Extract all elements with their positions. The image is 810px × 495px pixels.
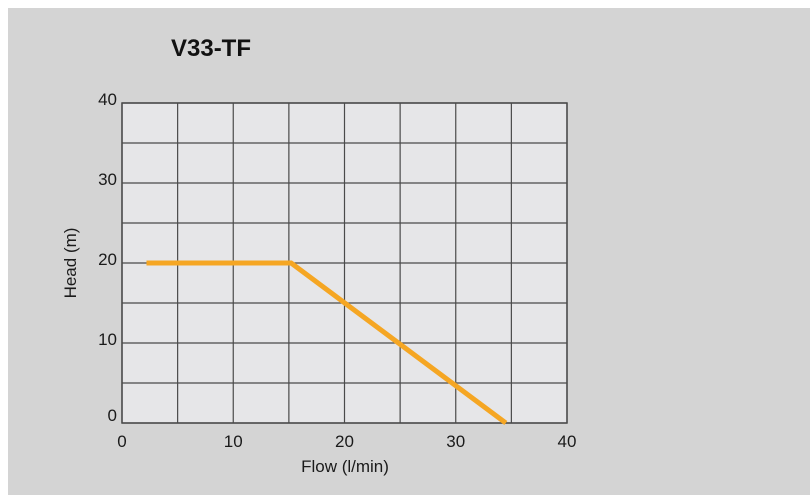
y-tick-label: 0 (108, 406, 117, 425)
chart-panel: V33-TF 0 10 20 30 40 0 10 20 30 40 Flow (l/min) H… (8, 8, 810, 495)
x-axis-label: Flow (l/min) (301, 457, 389, 476)
y-axis-label: Head (m) (61, 228, 80, 299)
plot-frame (121, 102, 568, 424)
plot-area: 0 10 20 30 40 0 10 20 30 40 (98, 90, 576, 451)
x-tick-label: 10 (224, 432, 243, 451)
series-line (146, 260, 508, 426)
x-tick-label: 40 (558, 432, 577, 451)
chart-title: V33-TF (171, 35, 251, 62)
x-tick-label: 0 (117, 432, 126, 451)
pump-curve-chart: V33-TF 0 10 20 30 40 0 10 20 30 40 Flow (l/min) H… (61, 35, 576, 476)
y-tick-label: 40 (98, 90, 117, 109)
y-tick-label: 20 (98, 250, 117, 269)
y-tick-label: 30 (98, 170, 117, 189)
y-tick-label: 10 (98, 330, 117, 349)
x-tick-label: 20 (335, 432, 354, 451)
x-tick-label: 30 (446, 432, 465, 451)
